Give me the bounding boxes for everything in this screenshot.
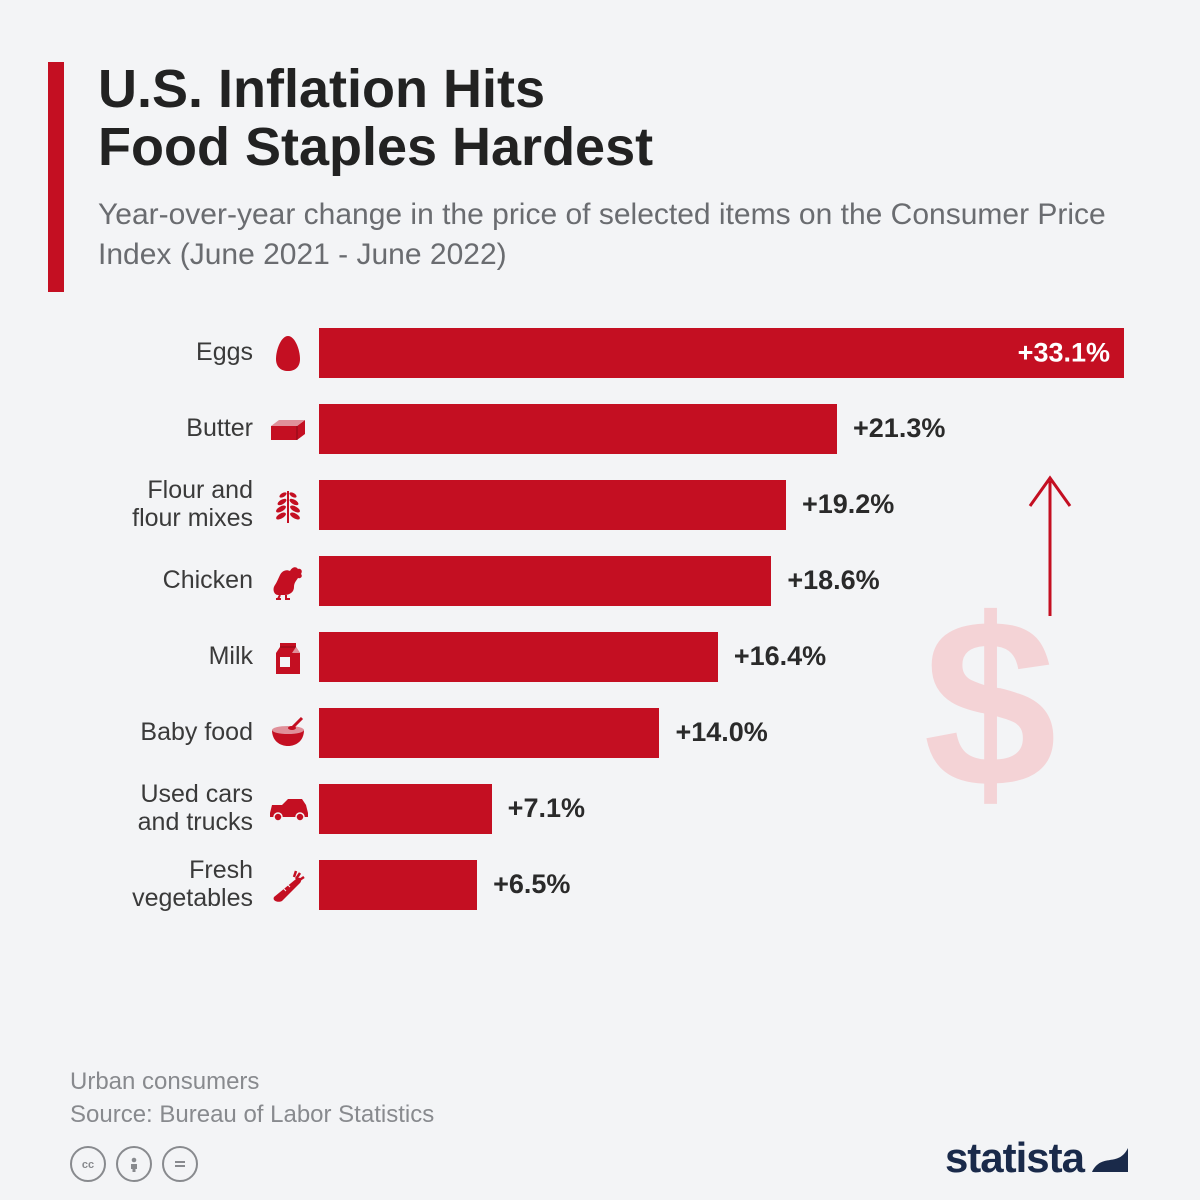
chart-row: Chicken +18.6%	[70, 554, 1130, 608]
chart-row: Milk +16.4%	[70, 630, 1130, 684]
carrot-icon	[265, 862, 311, 908]
license-icons: cc	[70, 1146, 198, 1182]
wheat-icon	[265, 482, 311, 528]
bar-label: Eggs	[70, 339, 265, 367]
chart-title: U.S. Inflation Hits Food Staples Hardest	[98, 60, 1130, 177]
brand-text: statista	[945, 1134, 1084, 1182]
bar-value: +16.4%	[734, 641, 826, 672]
chart-row: Butter +21.3%	[70, 402, 1130, 456]
bar-value: +19.2%	[802, 489, 894, 520]
bar-wrap: +18.6%	[319, 556, 1130, 606]
by-icon	[116, 1146, 152, 1182]
bar-label: Fresh vegetables	[70, 857, 265, 912]
bar-label: Milk	[70, 643, 265, 671]
bar-value: +7.1%	[508, 793, 585, 824]
chicken-icon	[265, 558, 311, 604]
bar-value: +21.3%	[853, 413, 945, 444]
bar-label: Chicken	[70, 567, 265, 595]
bar-wrap: +6.5%	[319, 860, 1130, 910]
egg-icon	[265, 330, 311, 376]
bar-wrap: +7.1%	[319, 784, 1130, 834]
nd-icon	[162, 1146, 198, 1182]
title-line-1: U.S. Inflation Hits	[98, 59, 545, 119]
accent-bar	[48, 62, 64, 292]
car-icon	[265, 786, 311, 832]
bar	[319, 632, 718, 682]
bar-label: Butter	[70, 415, 265, 443]
bar	[319, 784, 492, 834]
bar-wrap: +21.3%	[319, 404, 1130, 454]
brand-mark-icon	[1090, 1140, 1130, 1176]
butter-icon	[265, 406, 311, 452]
cc-icon: cc	[70, 1146, 106, 1182]
chart-subtitle: Year-over-year change in the price of se…	[98, 195, 1130, 276]
chart-row: Flour andflour mixes +19.2%	[70, 478, 1130, 532]
bowl-icon	[265, 710, 311, 756]
footer-note-2: Source: Bureau of Labor Statistics	[70, 1098, 1130, 1132]
title-line-2: Food Staples Hardest	[98, 117, 653, 177]
footer-note-1: Urban consumers	[70, 1065, 1130, 1099]
bar-value: +14.0%	[675, 717, 767, 748]
bar	[319, 708, 659, 758]
bar	[319, 404, 837, 454]
bar-wrap: +19.2%	[319, 480, 1130, 530]
chart-row: Eggs +33.1%	[70, 326, 1130, 380]
bar-chart: $ Eggs+33.1%Butter+21.3%Flour andflour m…	[0, 296, 1200, 912]
bar-value: +33.1%	[1018, 337, 1110, 368]
bar-label: Flour andflour mixes	[70, 477, 265, 532]
bar	[319, 480, 786, 530]
bar-value: +6.5%	[493, 869, 570, 900]
bar-value: +18.6%	[787, 565, 879, 596]
bar-label: Used carsand trucks	[70, 781, 265, 836]
chart-row: Used carsand trucks +7.1%	[70, 782, 1130, 836]
milk-icon	[265, 634, 311, 680]
chart-row: Baby food +14.0%	[70, 706, 1130, 760]
bar-label: Baby food	[70, 719, 265, 747]
bar-wrap: +16.4%	[319, 632, 1130, 682]
chart-row: Fresh vegetables +6.5%	[70, 858, 1130, 912]
bar	[319, 556, 771, 606]
footer: Urban consumers Source: Bureau of Labor …	[70, 1065, 1130, 1132]
svg-text:cc: cc	[82, 1159, 94, 1171]
bar-wrap: +33.1%	[319, 328, 1130, 378]
bar	[319, 860, 477, 910]
bar-wrap: +14.0%	[319, 708, 1130, 758]
bar: +33.1%	[319, 328, 1124, 378]
header: U.S. Inflation Hits Food Staples Hardest…	[0, 0, 1200, 296]
brand-logo: statista	[945, 1134, 1130, 1182]
